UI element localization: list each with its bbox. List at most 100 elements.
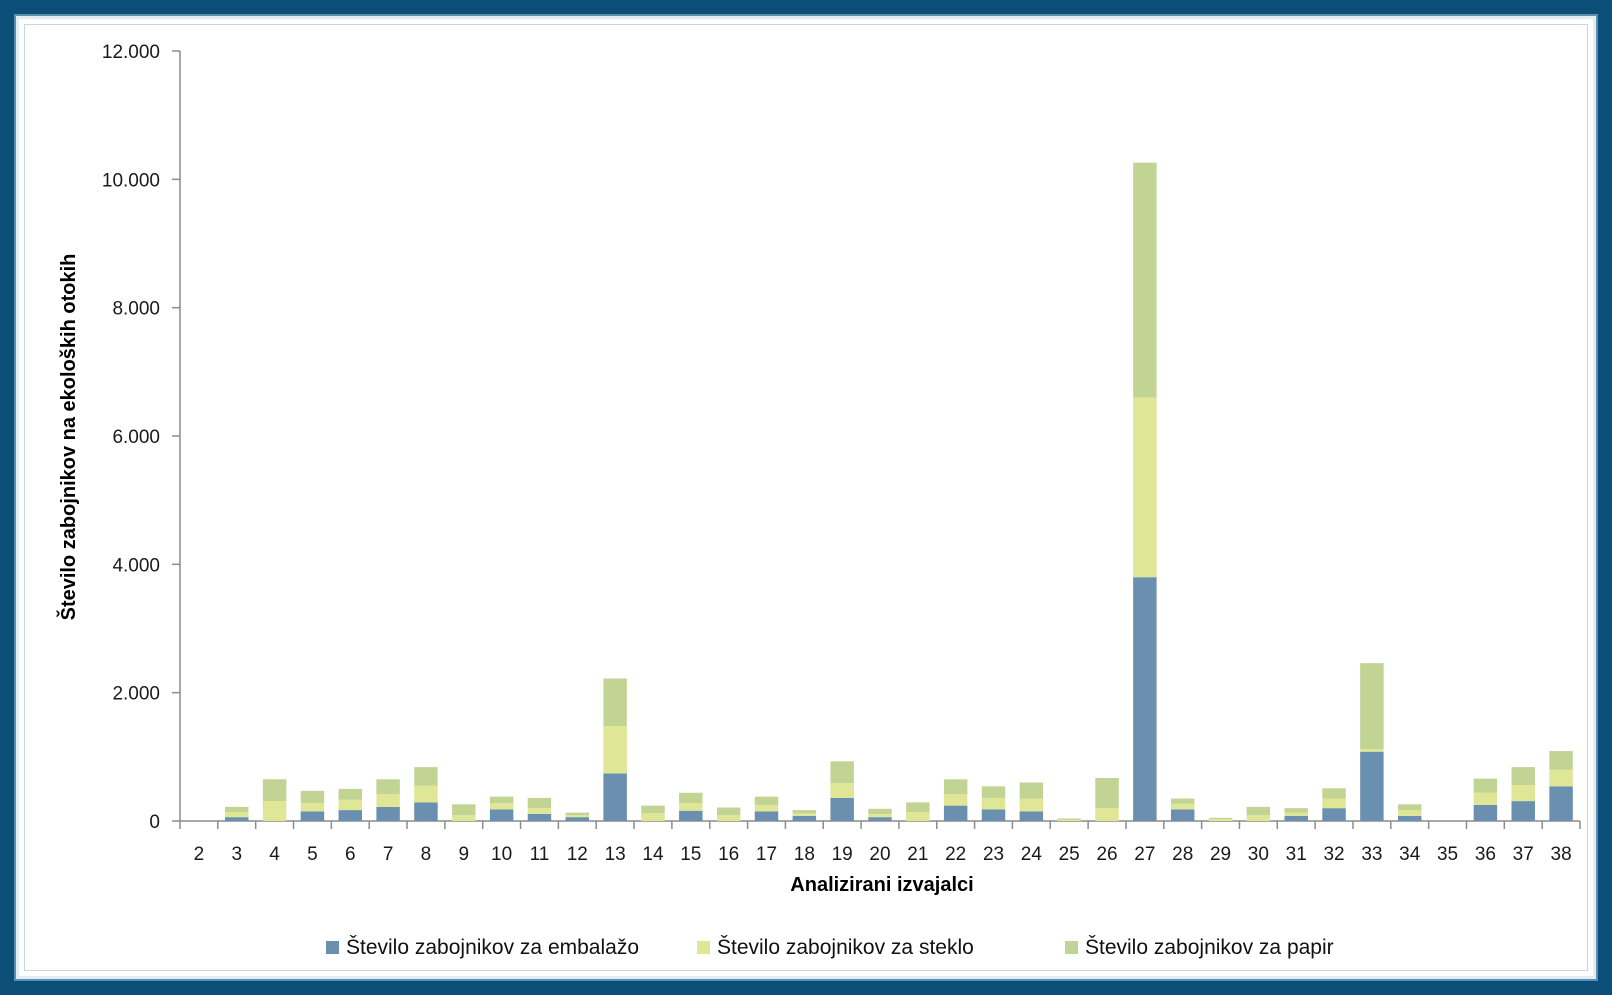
- x-tick-label: 8: [421, 844, 432, 865]
- bar-segment-2-10: [489, 803, 514, 810]
- y-tick-label: 4.000: [112, 555, 160, 576]
- bar-segment-1-15: [679, 810, 703, 821]
- x-tick-label: 6: [345, 844, 356, 865]
- bar-segment-1-10: [489, 809, 514, 821]
- x-tick-label: 23: [983, 844, 1004, 865]
- bar-segment-2-34: [1398, 810, 1422, 816]
- bar-segment-3-36: [1473, 778, 1498, 793]
- bar-segment-1-36: [1473, 804, 1498, 821]
- bar-segment-1-20: [868, 817, 892, 821]
- bar-segment-2-8: [414, 785, 438, 803]
- bar-segment-2-30: [1246, 815, 1271, 821]
- bars-group: [225, 162, 1573, 821]
- x-tick-label: 22: [945, 844, 966, 865]
- bar-segment-2-9: [452, 815, 476, 821]
- bar-segment-1-38: [1549, 786, 1573, 821]
- bar-segment-3-17: [754, 796, 779, 805]
- bar-segment-2-12: [565, 815, 590, 818]
- bar-segment-3-6: [338, 788, 362, 800]
- legend-label: Število zabojnikov za embalažo: [346, 936, 639, 959]
- x-tick-label: 35: [1437, 844, 1458, 865]
- x-tick-label: 11: [530, 844, 550, 865]
- x-axis-ticks: 2 3 4 5 6 7 8 9 10 11 12 13 14 15 16 17 18 19 20 21 22 23 24 25…: [179, 821, 1581, 865]
- bar-segment-3-26: [1095, 778, 1119, 809]
- x-tick-label: 24: [1021, 844, 1043, 865]
- bar-segment-2-5: [300, 803, 325, 812]
- bar-segment-2-20: [868, 813, 892, 818]
- x-tick-label: 25: [1059, 844, 1080, 865]
- x-tick-label: 4: [269, 844, 280, 865]
- bar-segment-1-27: [1133, 577, 1157, 821]
- bar-segment-1-17: [754, 811, 779, 821]
- bar-segment-2-17: [754, 804, 779, 812]
- bar-segment-1-18: [792, 815, 817, 821]
- bar-segment-2-27: [1133, 397, 1157, 578]
- bar-segment-3-21: [906, 802, 930, 813]
- x-axis-title: Analizirani izvajalci: [790, 874, 973, 896]
- bar-segment-2-25: [1057, 819, 1081, 821]
- x-tick-label: 9: [458, 844, 469, 865]
- x-tick-label: 2: [194, 844, 205, 865]
- bar-segment-1-3: [225, 817, 249, 821]
- bar-segment-2-37: [1511, 785, 1535, 802]
- bar-segment-1-19: [830, 797, 854, 821]
- bar-segment-3-18: [792, 810, 817, 814]
- bar-segment-2-21: [906, 812, 930, 821]
- bar-segment-3-31: [1284, 808, 1308, 813]
- bar-segment-3-22: [943, 779, 968, 795]
- bar-segment-2-19: [830, 783, 854, 798]
- legend-label: Število zabojnikov za papir: [1085, 936, 1334, 959]
- bar-segment-1-24: [1019, 811, 1044, 821]
- bar-segment-1-7: [376, 806, 400, 821]
- x-tick-label: 26: [1096, 844, 1117, 865]
- bar-segment-3-5: [300, 790, 325, 804]
- x-tick-label: 19: [832, 844, 853, 865]
- bar-segment-1-5: [300, 811, 325, 821]
- bar-segment-1-28: [1170, 809, 1195, 821]
- bar-segment-3-9: [452, 804, 476, 816]
- x-tick-label: 14: [642, 844, 664, 865]
- x-tick-label: 32: [1323, 844, 1344, 865]
- bar-segment-2-29: [1208, 819, 1233, 821]
- x-tick-label: 36: [1475, 844, 1496, 865]
- x-tick-label: 10: [491, 844, 512, 865]
- bar-segment-3-27: [1133, 162, 1157, 398]
- bar-segment-3-14: [641, 805, 665, 814]
- y-tick-label: 2.000: [112, 684, 160, 705]
- bar-segment-2-6: [338, 799, 362, 811]
- bar-segment-2-23: [981, 797, 1006, 810]
- bar-segment-3-11: [527, 797, 552, 809]
- bar-segment-3-10: [489, 796, 514, 804]
- bar-segment-3-8: [414, 767, 438, 786]
- x-tick-label: 12: [567, 844, 588, 865]
- bar-segment-3-16: [716, 807, 741, 816]
- bar-segment-1-6: [338, 810, 362, 821]
- bar-segment-3-19: [830, 761, 854, 784]
- bar-segment-3-25: [1057, 818, 1081, 820]
- x-tick-label: 16: [718, 844, 739, 865]
- x-tick-label: 21: [907, 844, 928, 865]
- legend-swatch: [1065, 941, 1078, 954]
- bar-segment-2-33: [1360, 749, 1384, 752]
- bar-segment-3-4: [262, 779, 287, 802]
- bar-segment-1-22: [943, 805, 968, 821]
- bar-segment-2-18: [792, 813, 817, 816]
- x-tick-label: 17: [756, 844, 777, 865]
- bar-segment-3-13: [603, 678, 627, 727]
- bar-segment-1-8: [414, 802, 438, 821]
- x-tick-label: 31: [1286, 844, 1307, 865]
- x-tick-label: 7: [383, 844, 394, 865]
- bar-segment-1-13: [603, 773, 627, 821]
- bar-segment-2-28: [1170, 803, 1195, 810]
- bar-segment-3-30: [1246, 806, 1271, 816]
- x-tick-label: 38: [1551, 844, 1572, 865]
- bar-segment-3-38: [1549, 751, 1573, 770]
- x-tick-label: 5: [307, 844, 318, 865]
- bar-segment-1-12: [565, 817, 590, 821]
- x-tick-label: 13: [605, 844, 626, 865]
- legend-label: Število zabojnikov za steklo: [717, 936, 974, 959]
- bar-segment-2-22: [943, 794, 968, 806]
- bar-segment-2-3: [225, 812, 249, 818]
- bar-segment-2-15: [679, 803, 703, 811]
